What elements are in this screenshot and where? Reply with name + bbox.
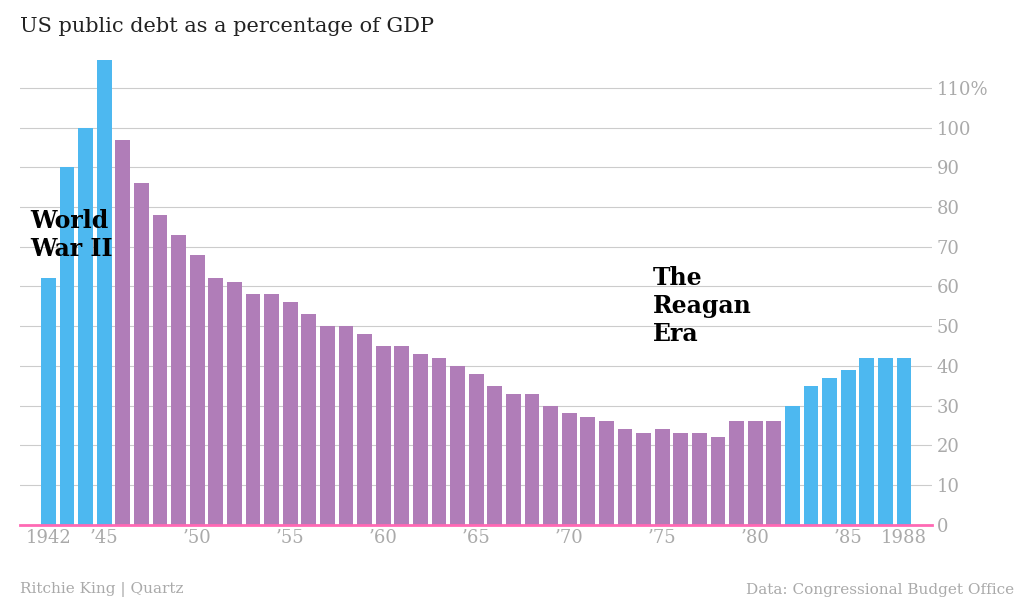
Bar <box>748 421 763 525</box>
Bar <box>692 434 707 525</box>
Bar <box>636 434 651 525</box>
Bar <box>301 314 316 525</box>
Bar <box>469 374 483 525</box>
Bar <box>654 429 670 525</box>
Bar <box>878 358 893 525</box>
Bar <box>711 437 725 525</box>
Bar <box>59 168 75 525</box>
Bar <box>116 139 130 525</box>
Bar <box>41 279 56 525</box>
Bar <box>319 326 335 525</box>
Bar <box>134 183 148 525</box>
Bar <box>487 386 502 525</box>
Bar <box>208 279 223 525</box>
Text: The
Reagan
Era: The Reagan Era <box>653 267 752 346</box>
Text: US public debt as a percentage of GDP: US public debt as a percentage of GDP <box>20 16 434 36</box>
Bar <box>674 434 688 525</box>
Bar <box>171 235 186 525</box>
Bar <box>804 386 818 525</box>
Bar <box>153 215 167 525</box>
Bar <box>431 358 446 525</box>
Bar <box>189 254 205 525</box>
Bar <box>451 366 465 525</box>
Bar <box>96 60 112 525</box>
Bar <box>859 358 874 525</box>
Bar <box>339 326 353 525</box>
Bar <box>376 346 390 525</box>
Bar <box>506 394 521 525</box>
Bar <box>581 417 595 525</box>
Bar <box>413 354 428 525</box>
Bar <box>357 334 372 525</box>
Bar <box>524 394 540 525</box>
Bar <box>822 377 837 525</box>
Bar <box>841 370 856 525</box>
Bar <box>227 282 242 525</box>
Text: World
War II: World War II <box>30 209 113 260</box>
Bar <box>543 405 558 525</box>
Bar <box>729 421 744 525</box>
Bar <box>264 294 279 525</box>
Text: Ritchie King | Quartz: Ritchie King | Quartz <box>20 582 184 597</box>
Bar <box>896 358 911 525</box>
Bar <box>246 294 260 525</box>
Bar <box>562 414 577 525</box>
Bar <box>599 421 613 525</box>
Bar <box>283 302 298 525</box>
Bar <box>617 429 633 525</box>
Bar <box>78 128 93 525</box>
Bar <box>394 346 410 525</box>
Text: Data: Congressional Budget Office: Data: Congressional Budget Office <box>745 583 1014 597</box>
Bar <box>785 405 800 525</box>
Bar <box>766 421 781 525</box>
